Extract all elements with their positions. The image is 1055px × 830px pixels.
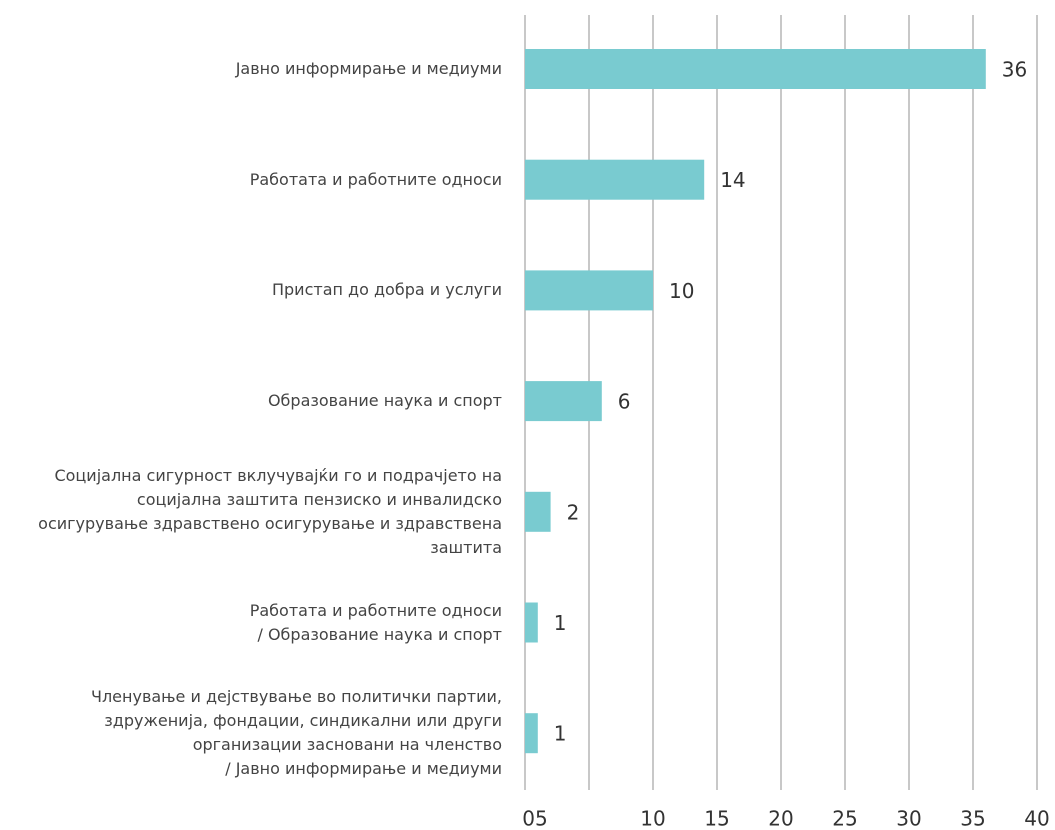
- value-label: 6: [618, 390, 631, 414]
- category-label: Јавно информирање и медиуми: [235, 59, 502, 78]
- value-label: 36: [1002, 58, 1027, 82]
- value-label: 2: [567, 500, 580, 524]
- x-tick-label: 05: [522, 807, 547, 830]
- x-tick-label: 40: [1024, 807, 1049, 830]
- x-tick-label: 25: [832, 807, 857, 830]
- bar: [525, 159, 705, 200]
- category-label: Работата и работните односи / Образовани…: [249, 600, 502, 644]
- value-label: 1: [554, 611, 567, 635]
- x-tick-label: 15: [704, 807, 729, 830]
- bar: [525, 381, 602, 422]
- bar: [525, 49, 986, 89]
- x-tick-label: 20: [768, 807, 793, 830]
- value-label: 10: [669, 279, 694, 303]
- x-tick-label: 35: [960, 807, 985, 830]
- bar: [525, 602, 538, 643]
- bar: [525, 491, 551, 532]
- category-label: Пристап до добра и услуги: [271, 280, 502, 300]
- category-label: Социјална сигурност вклучувајќи го и под…: [38, 465, 502, 557]
- bar: [525, 713, 538, 754]
- value-label: 14: [720, 168, 745, 192]
- category-label: Образование наука и спорт: [267, 391, 502, 411]
- value-label: 1: [554, 722, 567, 746]
- x-tick-label: 30: [896, 807, 921, 830]
- category-label: Членување и дејствување во политички пар…: [90, 687, 502, 779]
- category-label: Работата и работните односи: [249, 169, 502, 189]
- x-tick-label: 10: [640, 807, 665, 830]
- bar: [525, 270, 653, 311]
